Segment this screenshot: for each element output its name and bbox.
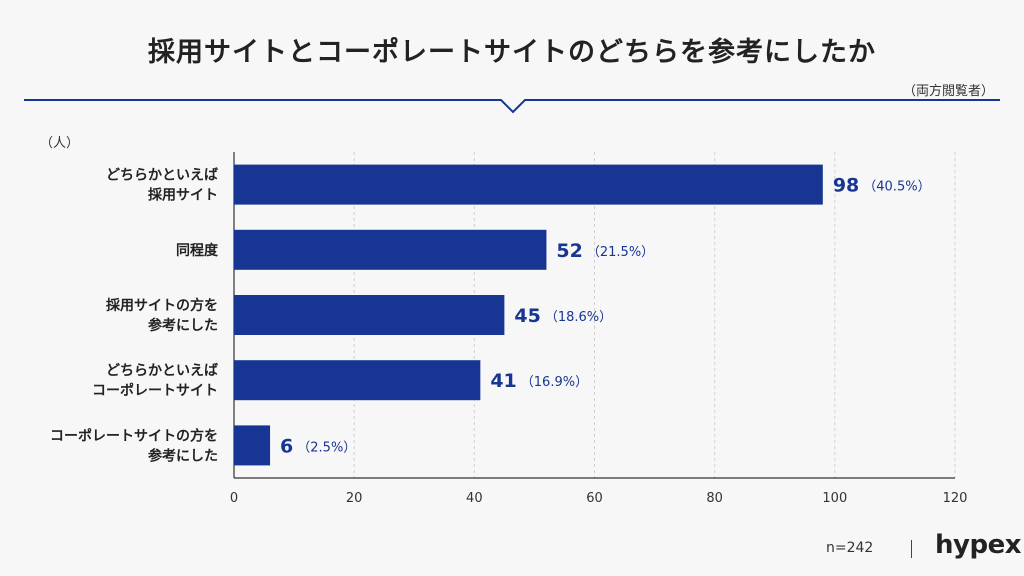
bar [234, 164, 823, 205]
bar [234, 229, 547, 270]
y-axis-unit: （人） [40, 136, 79, 151]
value-label: 45 [514, 305, 540, 327]
category-label: コーポレートサイトの方を参考にした [50, 427, 218, 464]
bar [234, 295, 505, 335]
x-tick-label: 20 [346, 491, 363, 506]
category-label: どちらかといえばコーポレートサイト [92, 363, 218, 399]
footer-separator [911, 540, 912, 558]
x-tick-label: 0 [230, 491, 238, 506]
bar [234, 425, 271, 466]
value-label: 6 [280, 435, 293, 457]
chart-subtitle: （両方閲覧者） [902, 84, 994, 99]
category-label: どちらかといえば採用サイト [106, 168, 218, 204]
category-label: 採用サイトの方を参考にした [106, 297, 218, 334]
category-label: 同程度 [176, 242, 219, 259]
title-divider [24, 99, 1000, 114]
percent-label: （16.9%） [521, 375, 588, 390]
value-label: 98 [833, 175, 859, 197]
sample-size: n=242 [826, 540, 874, 556]
x-tick-label: 80 [706, 491, 723, 506]
bar [234, 360, 481, 401]
brand-logo: hypex [935, 530, 1021, 560]
chart-title: 採用サイトとコーポレートサイトのどちらを参考にしたか [148, 37, 876, 68]
x-tick-label: 120 [943, 491, 968, 506]
value-label: 52 [556, 240, 582, 262]
percent-label: （21.5%） [587, 245, 654, 260]
percent-label: （40.5%） [863, 180, 930, 195]
percent-label: （2.5%） [297, 440, 356, 455]
value-label: 41 [490, 370, 516, 392]
percent-label: （18.6%） [545, 310, 612, 325]
x-tick-label: 60 [586, 491, 603, 506]
bar-chart: （人） 0 20 40 60 80 100 120 どちらかといえば採用サイト 98 （40.5%）… [40, 136, 968, 506]
x-tick-label: 100 [822, 491, 847, 506]
x-tick-label: 40 [466, 491, 483, 506]
